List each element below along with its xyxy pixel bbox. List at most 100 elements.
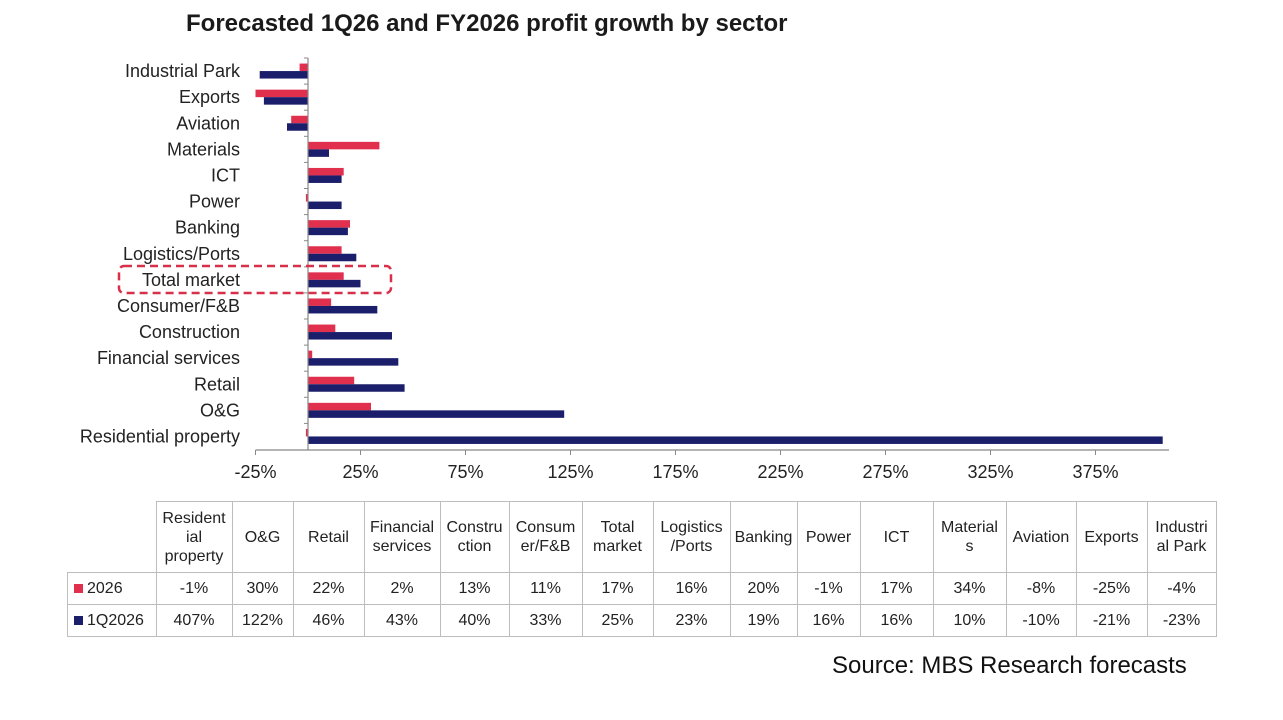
table-column-header: Financial services — [363, 501, 441, 573]
header-line: Consum — [515, 519, 576, 536]
table-cell: 2% — [363, 572, 441, 605]
bar-1q2026 — [308, 332, 392, 340]
x-tick-label: 175% — [652, 462, 698, 482]
bar-1q2026 — [308, 305, 378, 314]
header-line: Total — [600, 519, 635, 536]
bar-fy2026 — [305, 194, 308, 202]
row-label: 2026 — [87, 580, 123, 597]
table-column-header: Industri al Park — [1146, 501, 1217, 573]
table-column-header: Aviation — [1005, 501, 1077, 573]
table-cell: 40% — [439, 604, 510, 637]
table-column-header: Material s — [932, 501, 1007, 573]
table-cell: 23% — [652, 604, 731, 637]
table-column-header: Retail — [292, 501, 365, 573]
category-label: Aviation — [176, 113, 240, 133]
table-cell: 122% — [231, 604, 294, 637]
category-label: O&G — [200, 400, 240, 420]
table-cell: -1% — [155, 572, 233, 605]
bars-group — [255, 63, 1163, 444]
x-tick-label: 275% — [862, 462, 908, 482]
table-column-header: Constru ction — [439, 501, 510, 573]
category-label: Power — [189, 192, 240, 212]
category-label: Materials — [167, 139, 240, 159]
bar-fy2026 — [308, 167, 344, 176]
bar-1q2026 — [308, 410, 565, 418]
table-cell: 22% — [292, 572, 365, 605]
table-cell: 25% — [581, 604, 654, 637]
category-label: Banking — [175, 218, 240, 238]
bar-1q2026 — [308, 149, 329, 157]
chart-title: Forecasted 1Q26 and FY2026 profit growth… — [186, 10, 788, 37]
row-legend: 1Q2026 — [67, 604, 157, 637]
bar-1q2026 — [308, 358, 399, 366]
legend-swatch — [74, 616, 83, 626]
table-cell: 16% — [796, 604, 861, 637]
bar-1q2026 — [308, 201, 342, 210]
x-tick-label: 75% — [447, 462, 483, 482]
table-column-header: Total market — [581, 501, 654, 573]
bar-fy2026 — [299, 63, 308, 72]
header-line: ction — [457, 538, 492, 555]
total-market-highlight-box — [117, 264, 393, 295]
table-cell: 13% — [439, 572, 510, 605]
table-cell: 17% — [581, 572, 654, 605]
source-note: Source: MBS Research forecasts — [832, 652, 1187, 679]
bar-1q2026 — [287, 123, 308, 131]
table-cell: 19% — [729, 604, 798, 637]
header-line: Financial — [369, 519, 435, 536]
x-tick-label: 225% — [757, 462, 803, 482]
header-line: Banking — [734, 528, 793, 546]
bar-fy2026 — [308, 324, 336, 333]
table-column-header: Consum er/F&B — [508, 501, 583, 573]
bar-1q2026 — [308, 384, 405, 392]
table-corner — [67, 501, 157, 573]
legend-swatch — [74, 584, 83, 594]
bar-1q2026 — [308, 436, 1163, 444]
x-tick-label: 375% — [1072, 462, 1118, 482]
x-tick-label: 325% — [967, 462, 1013, 482]
table-column-header: ICT — [859, 501, 934, 573]
category-label: Industrial Park — [125, 61, 241, 81]
header-line: er/F&B — [520, 538, 571, 555]
table-cell: 407% — [155, 604, 233, 637]
category-label: Exports — [179, 87, 240, 107]
header-line: Material — [941, 519, 998, 536]
table-column-header: Banking — [729, 501, 798, 573]
table-cell: 11% — [508, 572, 583, 605]
table-cell: 16% — [652, 572, 731, 605]
table-body: 2026 -1% 30% 22% 2% 13% 11% 17% 16% 20% -1% 17% 34% -… — [67, 572, 1217, 637]
table-cell: -4% — [1146, 572, 1217, 605]
table-cell: 34% — [932, 572, 1007, 605]
header-line: ial — [185, 528, 202, 546]
table-cell: 10% — [932, 604, 1007, 637]
bar-fy2026 — [308, 272, 344, 280]
bar-fy2026 — [308, 298, 332, 306]
category-label: Retail — [194, 374, 240, 394]
bar-fy2026 — [308, 246, 342, 254]
bar-chart: Industrial Park Exports Aviation Materials I… — [80, 57, 1169, 482]
table-cell: 46% — [292, 604, 365, 637]
bar-fy2026 — [308, 402, 371, 411]
bar-fy2026 — [255, 89, 308, 98]
bar-1q2026 — [308, 175, 342, 183]
bar-1q2026 — [308, 227, 348, 236]
table-header-row: Resident ial property O&G Retail Financial ser… — [67, 501, 1217, 573]
table-cell: 30% — [231, 572, 294, 605]
category-label: Logistics/Ports — [123, 244, 240, 264]
header-line: Resident — [162, 509, 226, 527]
table-column-header: Power — [796, 501, 861, 573]
bar-fy2026 — [308, 141, 380, 150]
header-line: al Park — [1156, 538, 1207, 555]
table-cell: 43% — [363, 604, 441, 637]
bar-1q2026 — [259, 71, 308, 79]
header-line: O&G — [244, 528, 281, 546]
header-line: /Ports — [670, 538, 713, 555]
x-tick-label: 125% — [547, 462, 593, 482]
bar-fy2026 — [308, 220, 350, 228]
data-table: Resident ial property O&G Retail Financial ser… — [67, 501, 1217, 637]
table-column-header: Logistics/Ports — [652, 501, 731, 573]
bar-1q2026 — [308, 253, 357, 262]
table-cell: -10% — [1005, 604, 1077, 637]
category-label: Construction — [139, 322, 240, 342]
header-line: property — [164, 547, 224, 565]
